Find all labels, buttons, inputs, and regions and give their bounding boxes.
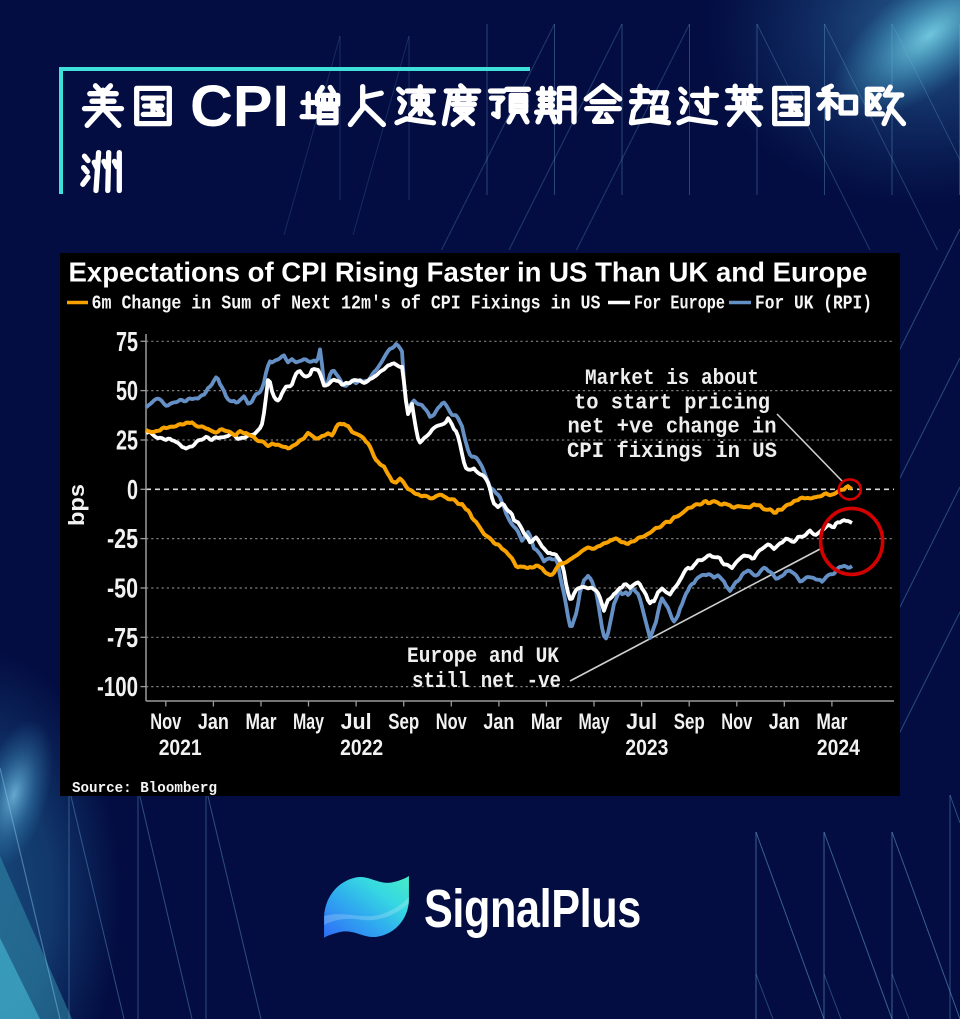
svg-text:2023: 2023 [625, 735, 668, 760]
svg-text:CPI fixings in US: CPI fixings in US [567, 438, 777, 464]
svg-text:-75: -75 [107, 622, 138, 653]
svg-text:Nov: Nov [721, 709, 753, 734]
svg-text:Sep: Sep [388, 709, 419, 734]
svg-text:75: 75 [116, 326, 138, 357]
svg-text:2024: 2024 [817, 735, 861, 760]
svg-text:Expectations of CPI Rising Fas: Expectations of CPI Rising Faster in US … [69, 257, 868, 288]
svg-text:Sep: Sep [674, 709, 705, 734]
svg-text:2022: 2022 [340, 735, 383, 760]
svg-text:Market is about: Market is about [585, 365, 759, 391]
svg-text:For Europe: For Europe [634, 293, 725, 315]
svg-text:Jan: Jan [769, 709, 800, 734]
svg-text:25: 25 [116, 425, 138, 456]
svg-text:Nov: Nov [436, 709, 468, 734]
svg-text:50: 50 [116, 375, 138, 406]
svg-text:Source: Bloomberg: Source: Bloomberg [72, 780, 217, 796]
svg-text:Mar: Mar [531, 709, 562, 734]
svg-text:to start pricing: to start pricing [574, 389, 770, 415]
svg-text:Jan: Jan [483, 709, 514, 734]
svg-text:Jan: Jan [198, 709, 229, 734]
svg-text:bps: bps [64, 484, 89, 526]
svg-text:For UK (RPI): For UK (RPI) [755, 293, 872, 315]
svg-text:-25: -25 [107, 523, 138, 554]
svg-text:-100: -100 [97, 671, 138, 702]
svg-text:May: May [579, 709, 611, 734]
svg-text:Jul: Jul [341, 709, 372, 734]
svg-text:still net -ve: still net -ve [412, 668, 561, 694]
svg-text:CPI: CPI [190, 74, 289, 139]
svg-text:Mar: Mar [816, 709, 847, 734]
svg-text:Mar: Mar [246, 709, 277, 734]
svg-text:net +ve change in: net +ve change in [568, 414, 777, 440]
svg-text:-50: -50 [107, 573, 138, 604]
svg-text:6m Change in Sum of Next 12m's: 6m Change in Sum of Next 12m's of CPI Fi… [92, 293, 601, 315]
svg-text:May: May [293, 709, 325, 734]
svg-text:0: 0 [127, 474, 138, 505]
svg-text:Europe and UK: Europe and UK [407, 643, 559, 669]
svg-text:Nov: Nov [150, 709, 182, 734]
svg-text:Jul: Jul [626, 709, 657, 734]
svg-text:2021: 2021 [159, 735, 202, 760]
